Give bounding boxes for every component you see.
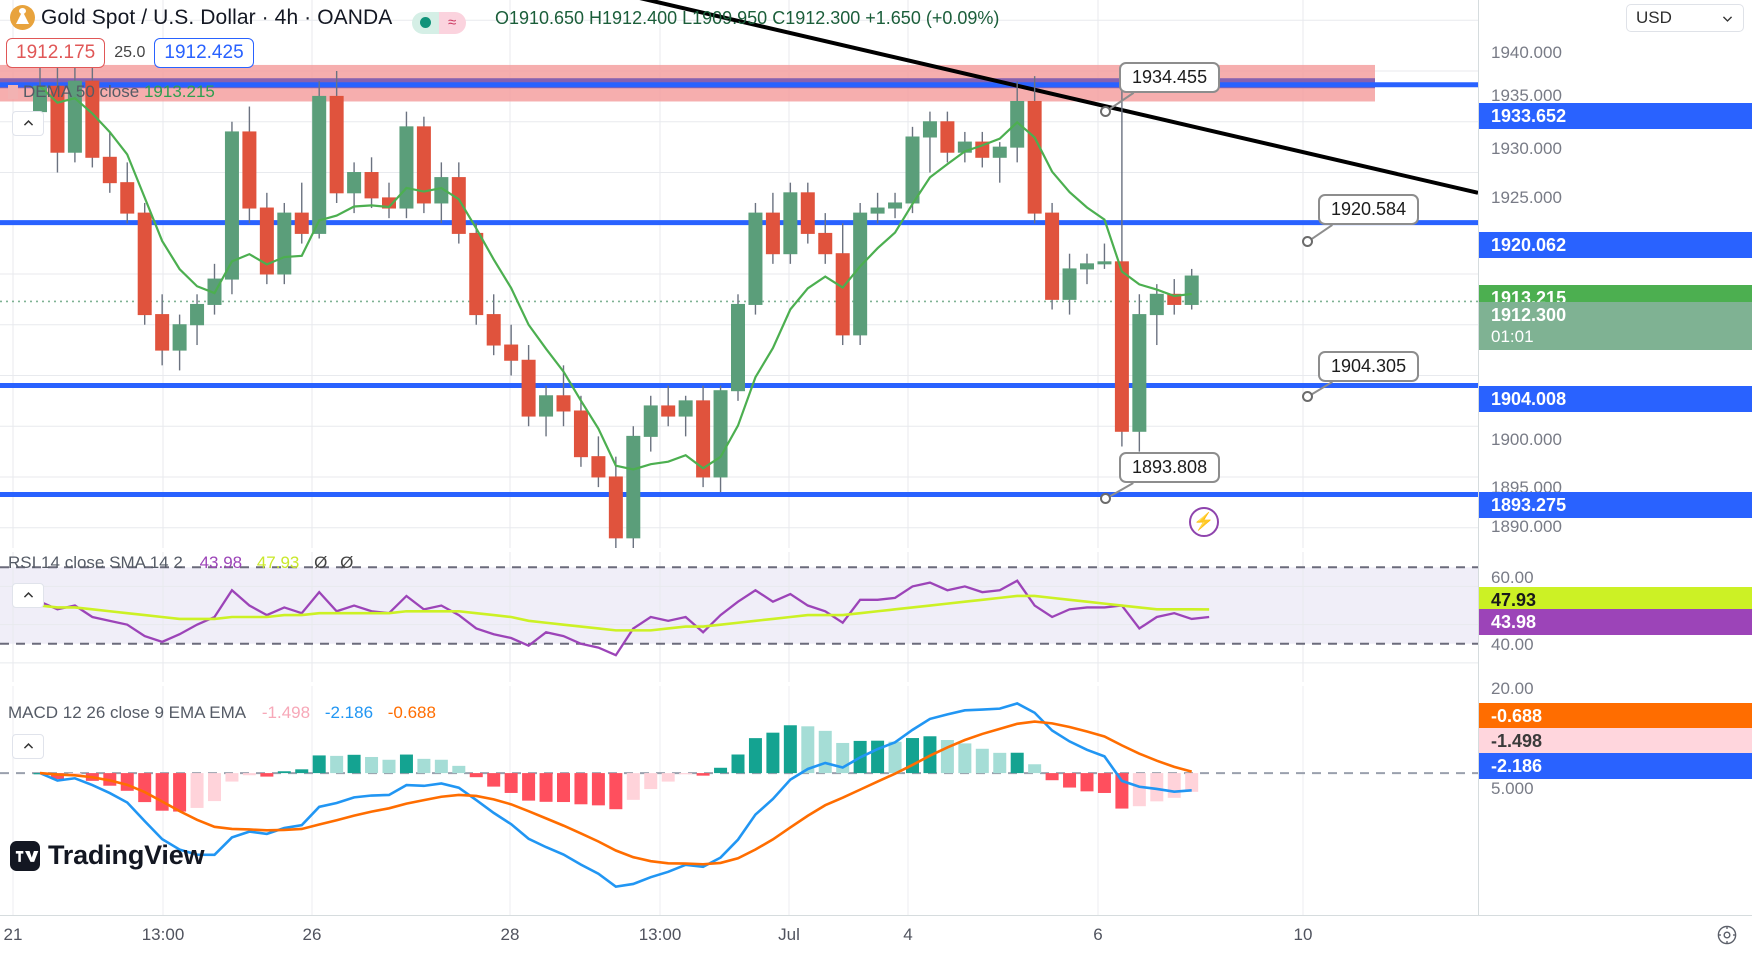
axis-tick-label: 20.00 <box>1491 679 1534 698</box>
time-axis-label: 4 <box>903 925 913 944</box>
collapse-rsi-pane-button[interactable] <box>12 583 44 608</box>
sell-price-button[interactable]: 1912.175 <box>6 38 106 68</box>
buy-price-button[interactable]: 1912.425 <box>154 38 254 68</box>
price-callout[interactable]: 1934.455 <box>1119 62 1221 93</box>
last-price-tag[interactable]: 1912.300 01:01 <box>1479 302 1752 350</box>
rsi-pane-graphics <box>0 552 1478 682</box>
axis-price-tag[interactable]: 47.93 <box>1479 587 1752 613</box>
axis-price-tag[interactable]: 1893.275 <box>1479 492 1752 518</box>
tradingview-logo-icon <box>10 840 40 871</box>
chevron-up-icon <box>23 592 33 598</box>
watermark-text: TradingView <box>48 840 205 870</box>
callout-anchor-point[interactable] <box>1100 493 1111 504</box>
time-axis-label: Jul <box>778 925 800 944</box>
callout-anchor-point[interactable] <box>1302 236 1313 247</box>
time-axis-label: 26 <box>302 925 322 944</box>
chevron-up-icon <box>23 120 33 126</box>
axis-tick-label: 1890.000 <box>1491 517 1562 536</box>
callout-anchor-point[interactable] <box>1302 391 1313 402</box>
chart-canvas-area[interactable]: 1934.455 1920.584 1904.305 1893.808 ⚡ Gold S… <box>0 0 1478 915</box>
axis-price-tag[interactable]: -0.688 <box>1479 703 1752 729</box>
lightning-icon[interactable]: ⚡ <box>1189 507 1219 537</box>
axis-tick-label: 5.000 <box>1491 779 1534 798</box>
price-callout[interactable]: 1904.305 <box>1318 351 1420 382</box>
collapse-price-pane-button[interactable] <box>12 111 44 136</box>
axis-price-tag[interactable]: -1.498 <box>1479 728 1752 754</box>
chevron-down-icon <box>1722 15 1733 22</box>
axis-tick-label: 1900.000 <box>1491 430 1562 449</box>
axis-tick-label: 1940.000 <box>1491 43 1562 62</box>
order-panel[interactable]: 1912.175 25.0 1912.425 <box>6 38 254 68</box>
currency-label: USD <box>1636 8 1672 27</box>
macd-pane-graphics <box>0 686 1478 915</box>
time-axis-label: 6 <box>1093 925 1103 944</box>
axis-price-tag[interactable]: 1933.652 <box>1479 103 1752 129</box>
currency-selector[interactable]: USD <box>1626 4 1744 32</box>
bar-countdown: 01:01 <box>1491 326 1534 346</box>
axis-tick-label: 1930.000 <box>1491 139 1562 158</box>
axis-tick-label: 60.00 <box>1491 568 1534 587</box>
collapse-macd-pane-button[interactable] <box>12 734 44 759</box>
rsi-pane[interactable] <box>0 552 1478 682</box>
gear-icon[interactable] <box>1716 924 1738 946</box>
macd-pane[interactable] <box>0 686 1478 915</box>
time-axis-label: 13:00 <box>638 925 682 944</box>
time-axis[interactable]: 21 13:00 26 28 13:00 Jul 4 6 10 <box>0 915 1752 953</box>
axis-price-tag[interactable]: 1904.008 <box>1479 386 1752 412</box>
axis-tick-label: 1935.000 <box>1491 86 1562 105</box>
spread-value: 25.0 <box>114 44 146 61</box>
price-callout[interactable]: 1920.584 <box>1318 194 1420 225</box>
tradingview-watermark: TradingView <box>10 840 205 871</box>
last-price-value: 1912.300 <box>1491 305 1567 325</box>
time-axis-label: 13:00 <box>141 925 185 944</box>
axis-price-tag[interactable]: 43.98 <box>1479 609 1752 635</box>
axis-price-tag[interactable]: -2.186 <box>1479 753 1752 779</box>
price-callout[interactable]: 1893.808 <box>1119 452 1221 483</box>
price-pane[interactable] <box>0 0 1478 548</box>
callout-anchor-point[interactable] <box>1100 106 1111 117</box>
axis-tick-label: 40.00 <box>1491 635 1534 654</box>
time-axis-label: 28 <box>500 925 520 944</box>
axis-price-tag[interactable]: 1920.062 <box>1479 232 1752 258</box>
chevron-up-icon <box>23 743 33 749</box>
axis-tick-label: 1925.000 <box>1491 188 1562 207</box>
time-axis-label: 10 <box>1293 925 1313 944</box>
time-axis-label: 21 <box>3 925 23 944</box>
price-axis[interactable]: USD 1940.000 1935.000 1930.000 1925.000 1920… <box>1478 0 1752 915</box>
price-pane-graphics <box>0 0 1478 548</box>
